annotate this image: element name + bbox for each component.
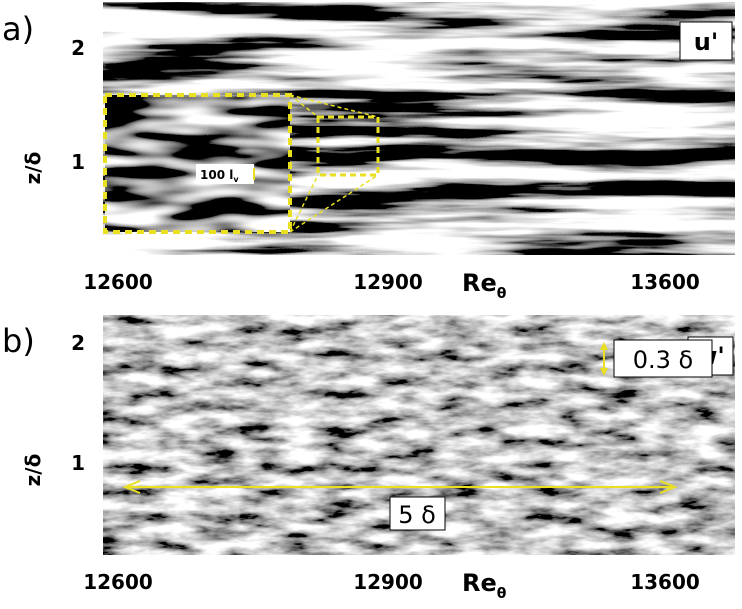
x-axis-label: Reθ (462, 569, 507, 602)
x-tick-label: 12600 (83, 270, 153, 294)
x-axis-label: Reθ (462, 269, 507, 302)
annotation-box (613, 339, 713, 378)
y-tick-label: 1 (71, 451, 85, 475)
y-tick-label: 1 (71, 150, 85, 174)
panel-label: a) (2, 10, 34, 48)
x-tick-label: 13600 (630, 270, 700, 294)
inset-label: 100 lv (200, 168, 239, 184)
inset-image (105, 95, 290, 232)
y-axis-label: z/δ (21, 454, 45, 487)
inset-frame (103, 93, 292, 234)
x-tick-label: 12900 (353, 570, 423, 594)
text: v (233, 175, 239, 184)
text: Re (462, 569, 497, 597)
annotation: 0.3 δ (633, 346, 693, 374)
inset-label-box (196, 164, 254, 184)
text: 100 l (200, 168, 233, 182)
annotation: 5 δ (398, 501, 436, 529)
text: Re (462, 269, 497, 297)
y-tick-label: 2 (71, 36, 85, 60)
panel-label: b) (2, 322, 35, 360)
panel-b: b) z/δ 2 1 12600 12900 13600 Reθ w' 0.3 … (2, 315, 735, 602)
zoom-region (316, 115, 380, 177)
x-tick-label: 13600 (630, 570, 700, 594)
x-tick-label: 12600 (83, 570, 153, 594)
y-axis-label: z/δ (21, 152, 45, 185)
annotation-box (389, 496, 446, 531)
component-label: u' (694, 28, 718, 56)
text: θ (497, 286, 507, 302)
y-tick-label: 2 (71, 331, 85, 355)
text: θ (497, 586, 507, 602)
panel-a: a) z/δ 2 1 12600 12900 13600 Reθ u' 100 … (2, 2, 735, 302)
x-tick-label: 12900 (353, 270, 423, 294)
component-box (679, 21, 733, 61)
